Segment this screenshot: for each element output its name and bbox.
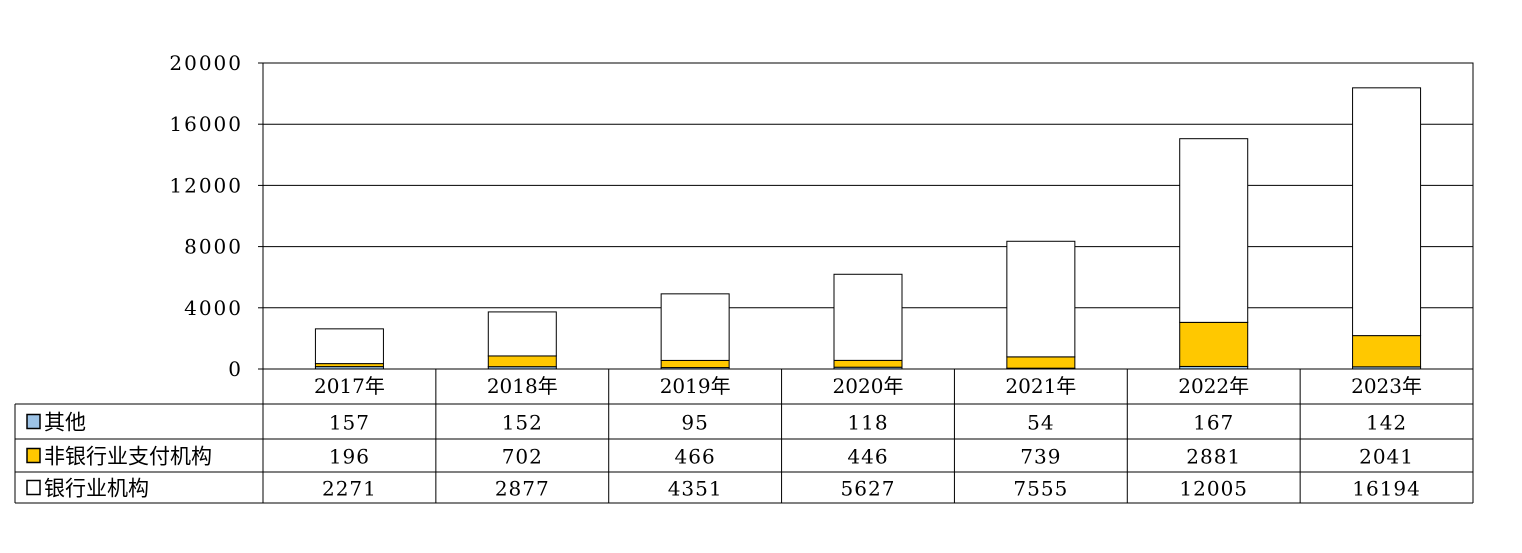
y-tick-label: 4000 — [184, 296, 243, 320]
data-label: 196 — [329, 445, 370, 469]
data-label: 142 — [1366, 411, 1407, 435]
data-label: 157 — [329, 411, 370, 435]
bar-segment — [660, 359, 730, 369]
bar-segment — [1352, 335, 1422, 368]
bar-segment — [487, 355, 557, 368]
legend-label: 非银行业支付机构 — [44, 445, 212, 469]
bar-segment — [1006, 356, 1076, 369]
data-label: 16194 — [1352, 477, 1421, 501]
data-label: 4351 — [668, 477, 723, 501]
bar-segment — [1352, 87, 1422, 337]
data-label: 95 — [681, 411, 708, 435]
data-label: 12005 — [1179, 477, 1248, 501]
y-tick-label: 12000 — [169, 173, 243, 197]
bars — [314, 87, 1422, 370]
data-label: 167 — [1193, 411, 1234, 435]
y-tick-label: 0 — [228, 357, 243, 381]
bar-segment — [1179, 321, 1249, 367]
legend-swatch — [26, 447, 41, 464]
bar-segment — [660, 293, 730, 361]
legend-label: 其他 — [44, 411, 86, 435]
y-axis-ticks: 0 4000 8000 12000 16000 20000 — [169, 51, 243, 381]
y-tick-label: 8000 — [184, 235, 243, 259]
data-label: 7555 — [1013, 477, 1068, 501]
x-category-label: 2022年 — [1178, 374, 1249, 398]
x-category-label: 2018年 — [487, 374, 558, 398]
x-category-label: 2019年 — [660, 374, 731, 398]
data-label: 2881 — [1186, 445, 1241, 469]
bar-segment — [833, 273, 903, 361]
bar-segment — [1006, 240, 1076, 358]
data-label: 446 — [847, 445, 888, 469]
data-label: 466 — [675, 445, 716, 469]
x-category-label: 2023年 — [1351, 374, 1422, 398]
y-tick-label: 16000 — [169, 112, 243, 136]
x-category-label: 2021年 — [1005, 374, 1076, 398]
data-label: 118 — [847, 411, 888, 435]
data-label: 5627 — [841, 477, 896, 501]
data-label: 2877 — [495, 477, 550, 501]
bar-segment — [833, 359, 903, 368]
legend-swatch — [26, 413, 41, 430]
data-label: 2271 — [322, 477, 377, 501]
data-label: 152 — [502, 411, 543, 435]
data-label: 739 — [1020, 445, 1061, 469]
data-label: 2041 — [1359, 445, 1414, 469]
y-tick-label: 20000 — [169, 51, 243, 75]
bar-segment — [1179, 138, 1249, 323]
legend-label: 银行业机构 — [44, 477, 149, 501]
data-label: 702 — [502, 445, 543, 469]
data-label: 54 — [1027, 411, 1054, 435]
legend-swatch — [26, 479, 41, 496]
x-category-label: 2017年 — [314, 374, 385, 398]
x-category-label: 2020年 — [833, 374, 904, 398]
bar-segment — [487, 311, 557, 357]
bar-segment — [314, 328, 384, 365]
